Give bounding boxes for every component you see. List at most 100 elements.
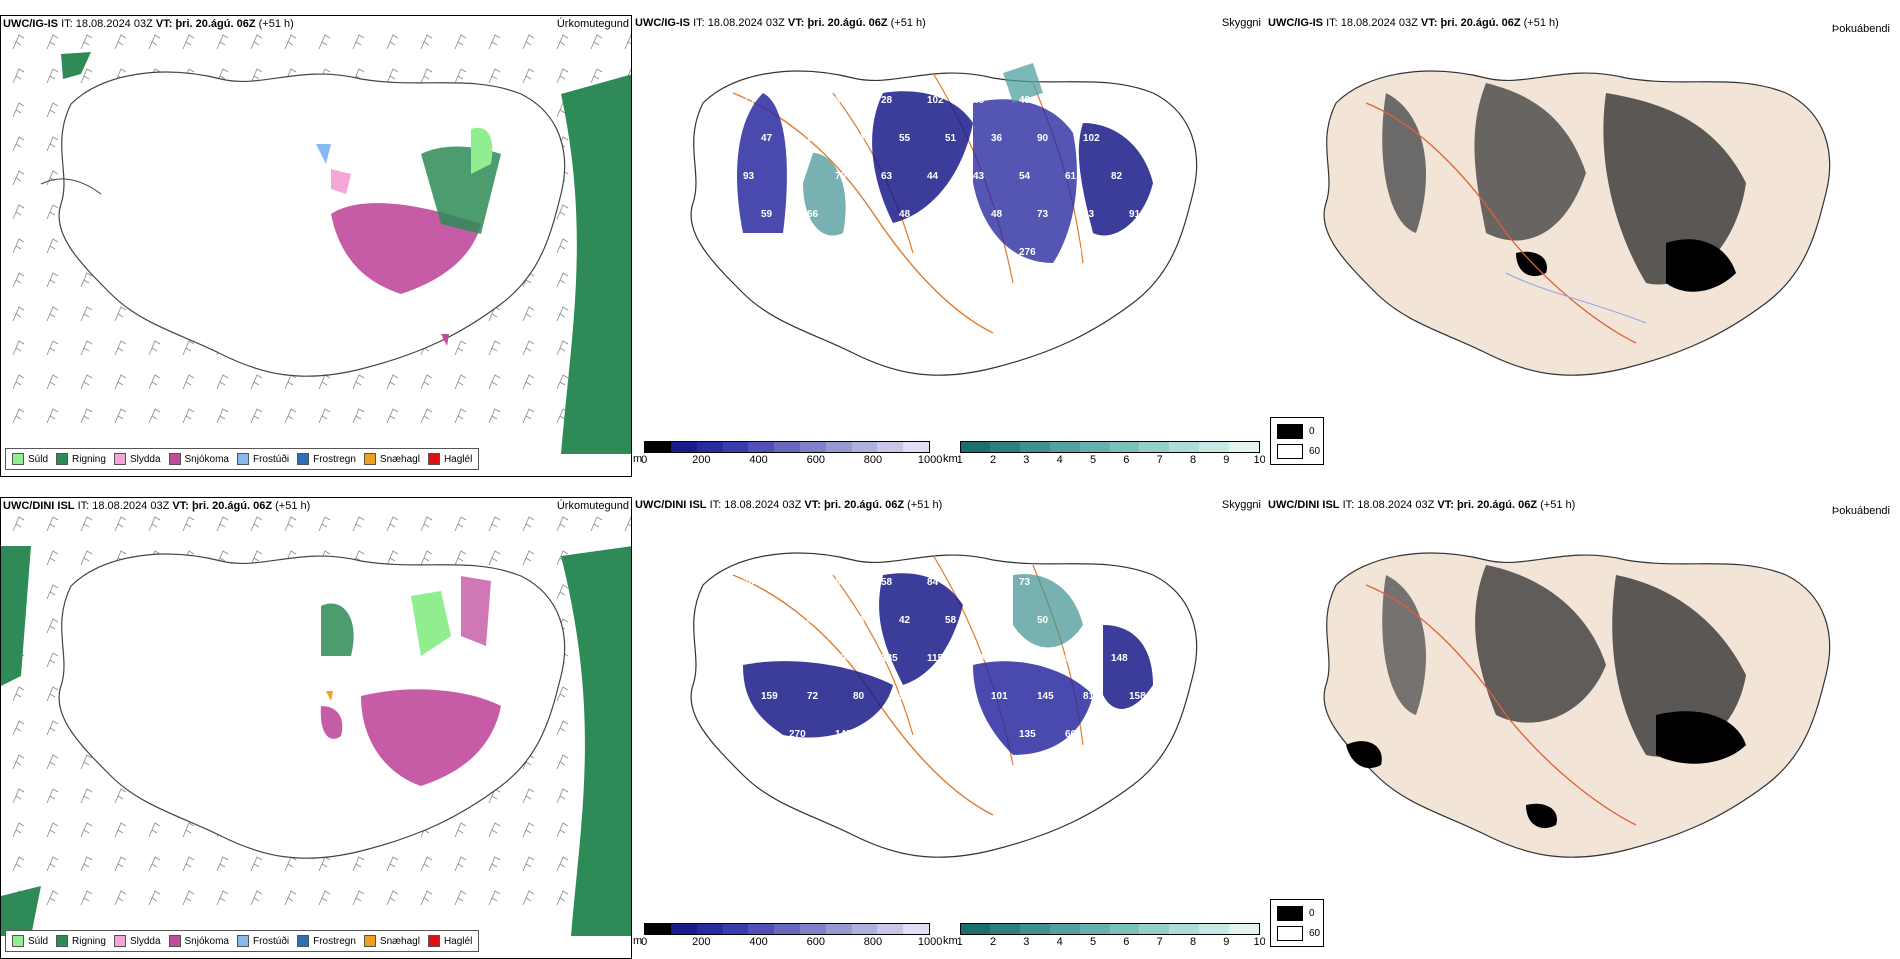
cloudbase-value-label: 125 — [761, 767, 778, 778]
cloudbase-value-label: 48 — [853, 615, 865, 626]
wind-barb — [250, 516, 263, 532]
wind-barb — [80, 408, 93, 424]
cloudbase-value-label: 93 — [835, 247, 847, 258]
visibility-panel-dini: UWC/DINI ISL IT: 18.08.2024 03Z VT: þri.… — [633, 497, 1265, 959]
wind-barb — [46, 550, 59, 566]
wind-barb — [522, 408, 535, 424]
wind-barb — [386, 516, 399, 532]
precip-type-panel-igis: UWC/IG-IS IT: 18.08.2024 03Z VT: þri. 20… — [0, 15, 632, 477]
cloudbase-value-label: 218 — [1065, 247, 1082, 258]
cloudbase-unit: m — [633, 935, 643, 947]
wind-barb — [454, 374, 467, 390]
wind-barb — [80, 34, 93, 50]
precip-legend: Súld Rigning Slydda Snjókoma Frostúði Fr… — [5, 930, 480, 952]
cloudbase-value-label: 91 — [1129, 209, 1141, 220]
wind-barb — [386, 890, 399, 906]
wind-barb — [182, 340, 195, 356]
wind-barb — [488, 34, 501, 50]
wind-barb — [352, 516, 365, 532]
cloudbase-value-label: 158 — [1129, 691, 1146, 702]
cloudbase-value-label: 80 — [853, 691, 865, 702]
visibility-swatch — [1109, 442, 1140, 452]
wind-barb — [454, 340, 467, 356]
cloudbase-value-label: 90 — [899, 691, 911, 702]
wind-barb — [556, 306, 569, 322]
cloudbase-value-label: 33 — [835, 95, 847, 106]
cloudbase-value-label: 50 — [945, 209, 957, 220]
variable-name: Úrkomutegund — [556, 18, 629, 30]
cloudbase-colorbar: m 0 200 400 600 800 1000 — [633, 923, 942, 948]
cloudbase-value-label: 568 — [991, 285, 1008, 296]
wind-barb — [182, 516, 195, 532]
wind-barb — [386, 374, 399, 390]
wind-barb — [556, 34, 569, 50]
wind-barb — [216, 516, 229, 532]
cloudbase-value-label: 101 — [991, 691, 1008, 702]
cloudbase-unit: m — [633, 453, 643, 465]
wind-barb — [114, 408, 127, 424]
wind-barb — [46, 720, 59, 736]
visibility-swatch — [1020, 442, 1051, 452]
wind-barb — [556, 516, 569, 532]
wind-barb — [454, 890, 467, 906]
cloudbase-value-label: 270 — [789, 729, 806, 740]
wind-barb — [352, 34, 365, 50]
variable-name: Úrkomutegund — [556, 500, 629, 512]
wind-barb — [148, 890, 161, 906]
legend-item-frostregn: Frostregn — [297, 453, 356, 465]
cloudbase-value-label: 63 — [881, 171, 893, 182]
wind-barb — [318, 856, 331, 872]
wind-barb — [522, 516, 535, 532]
cloudbase-value-label: 72 — [807, 691, 819, 702]
wind-barb — [12, 272, 25, 288]
visibility-swatch — [990, 924, 1021, 934]
panel-header: UWC/DINI ISL IT: 18.08.2024 03Z VT: þri.… — [635, 499, 943, 511]
wind-barb — [114, 890, 127, 906]
wind-barb — [12, 686, 25, 702]
wind-barb — [556, 374, 569, 390]
cloudbase-value-label: 46 — [1129, 133, 1141, 144]
precip-legend: Súld Rigning Slydda Snjókoma Frostúði Fr… — [5, 448, 480, 470]
wind-barb — [80, 516, 93, 532]
wind-barb — [250, 68, 263, 84]
wind-barb — [114, 34, 127, 50]
cloudbase-value-label: 11 — [1019, 653, 1030, 664]
fog-index-panel-dini: UWC/DINI ISL IT: 18.08.2024 03Z VT: þri.… — [1266, 497, 1898, 959]
legend-item-sudl: Súld — [12, 935, 48, 947]
wind-barb — [46, 34, 59, 50]
cloudbase-value-label: 159 — [761, 691, 778, 702]
cloudbase-value-label: 66 — [807, 209, 819, 220]
wind-barb — [420, 550, 433, 566]
wind-barb — [80, 340, 93, 356]
fog-legend-item-0: 0 — [1277, 906, 1315, 921]
cloudbase-tick-label: 400 — [749, 454, 768, 466]
visibility-tick-label: 9 — [1223, 936, 1230, 948]
wind-barb — [454, 408, 467, 424]
fog-index-panel-igis: UWC/IG-IS IT: 18.08.2024 03Z VT: þri. 20… — [1266, 15, 1898, 477]
cloudbase-value-label: 103 — [945, 285, 962, 296]
wind-barb — [46, 754, 59, 770]
wind-barb — [182, 822, 195, 838]
wind-barb — [556, 686, 569, 702]
visibility-unit: km — [943, 453, 958, 465]
visibility-tick-label: 10 — [1253, 454, 1265, 466]
wind-barb — [522, 306, 535, 322]
wind-barb — [114, 306, 127, 322]
wind-barb — [488, 856, 501, 872]
wind-barb — [148, 34, 161, 50]
wind-barb — [556, 856, 569, 872]
wind-barb — [284, 34, 297, 50]
panel-header: UWC/DINI ISL IT: 18.08.2024 03Z VT: þri.… — [1268, 499, 1576, 511]
wind-barb — [46, 102, 59, 118]
cloudbase-value-label: 28 — [789, 577, 801, 588]
wind-barb — [420, 856, 433, 872]
visibility-tick-label: 7 — [1156, 936, 1163, 948]
wind-barb — [250, 408, 263, 424]
fog-index-map — [1323, 70, 1831, 376]
cloudbase-value-label: 62 — [927, 247, 939, 258]
visibility-swatch — [1109, 924, 1140, 934]
visibility-tick-label: 9 — [1223, 454, 1230, 466]
wind-barb — [284, 856, 297, 872]
visibility-swatch — [1228, 442, 1259, 452]
visibility-swatch — [1139, 442, 1170, 452]
